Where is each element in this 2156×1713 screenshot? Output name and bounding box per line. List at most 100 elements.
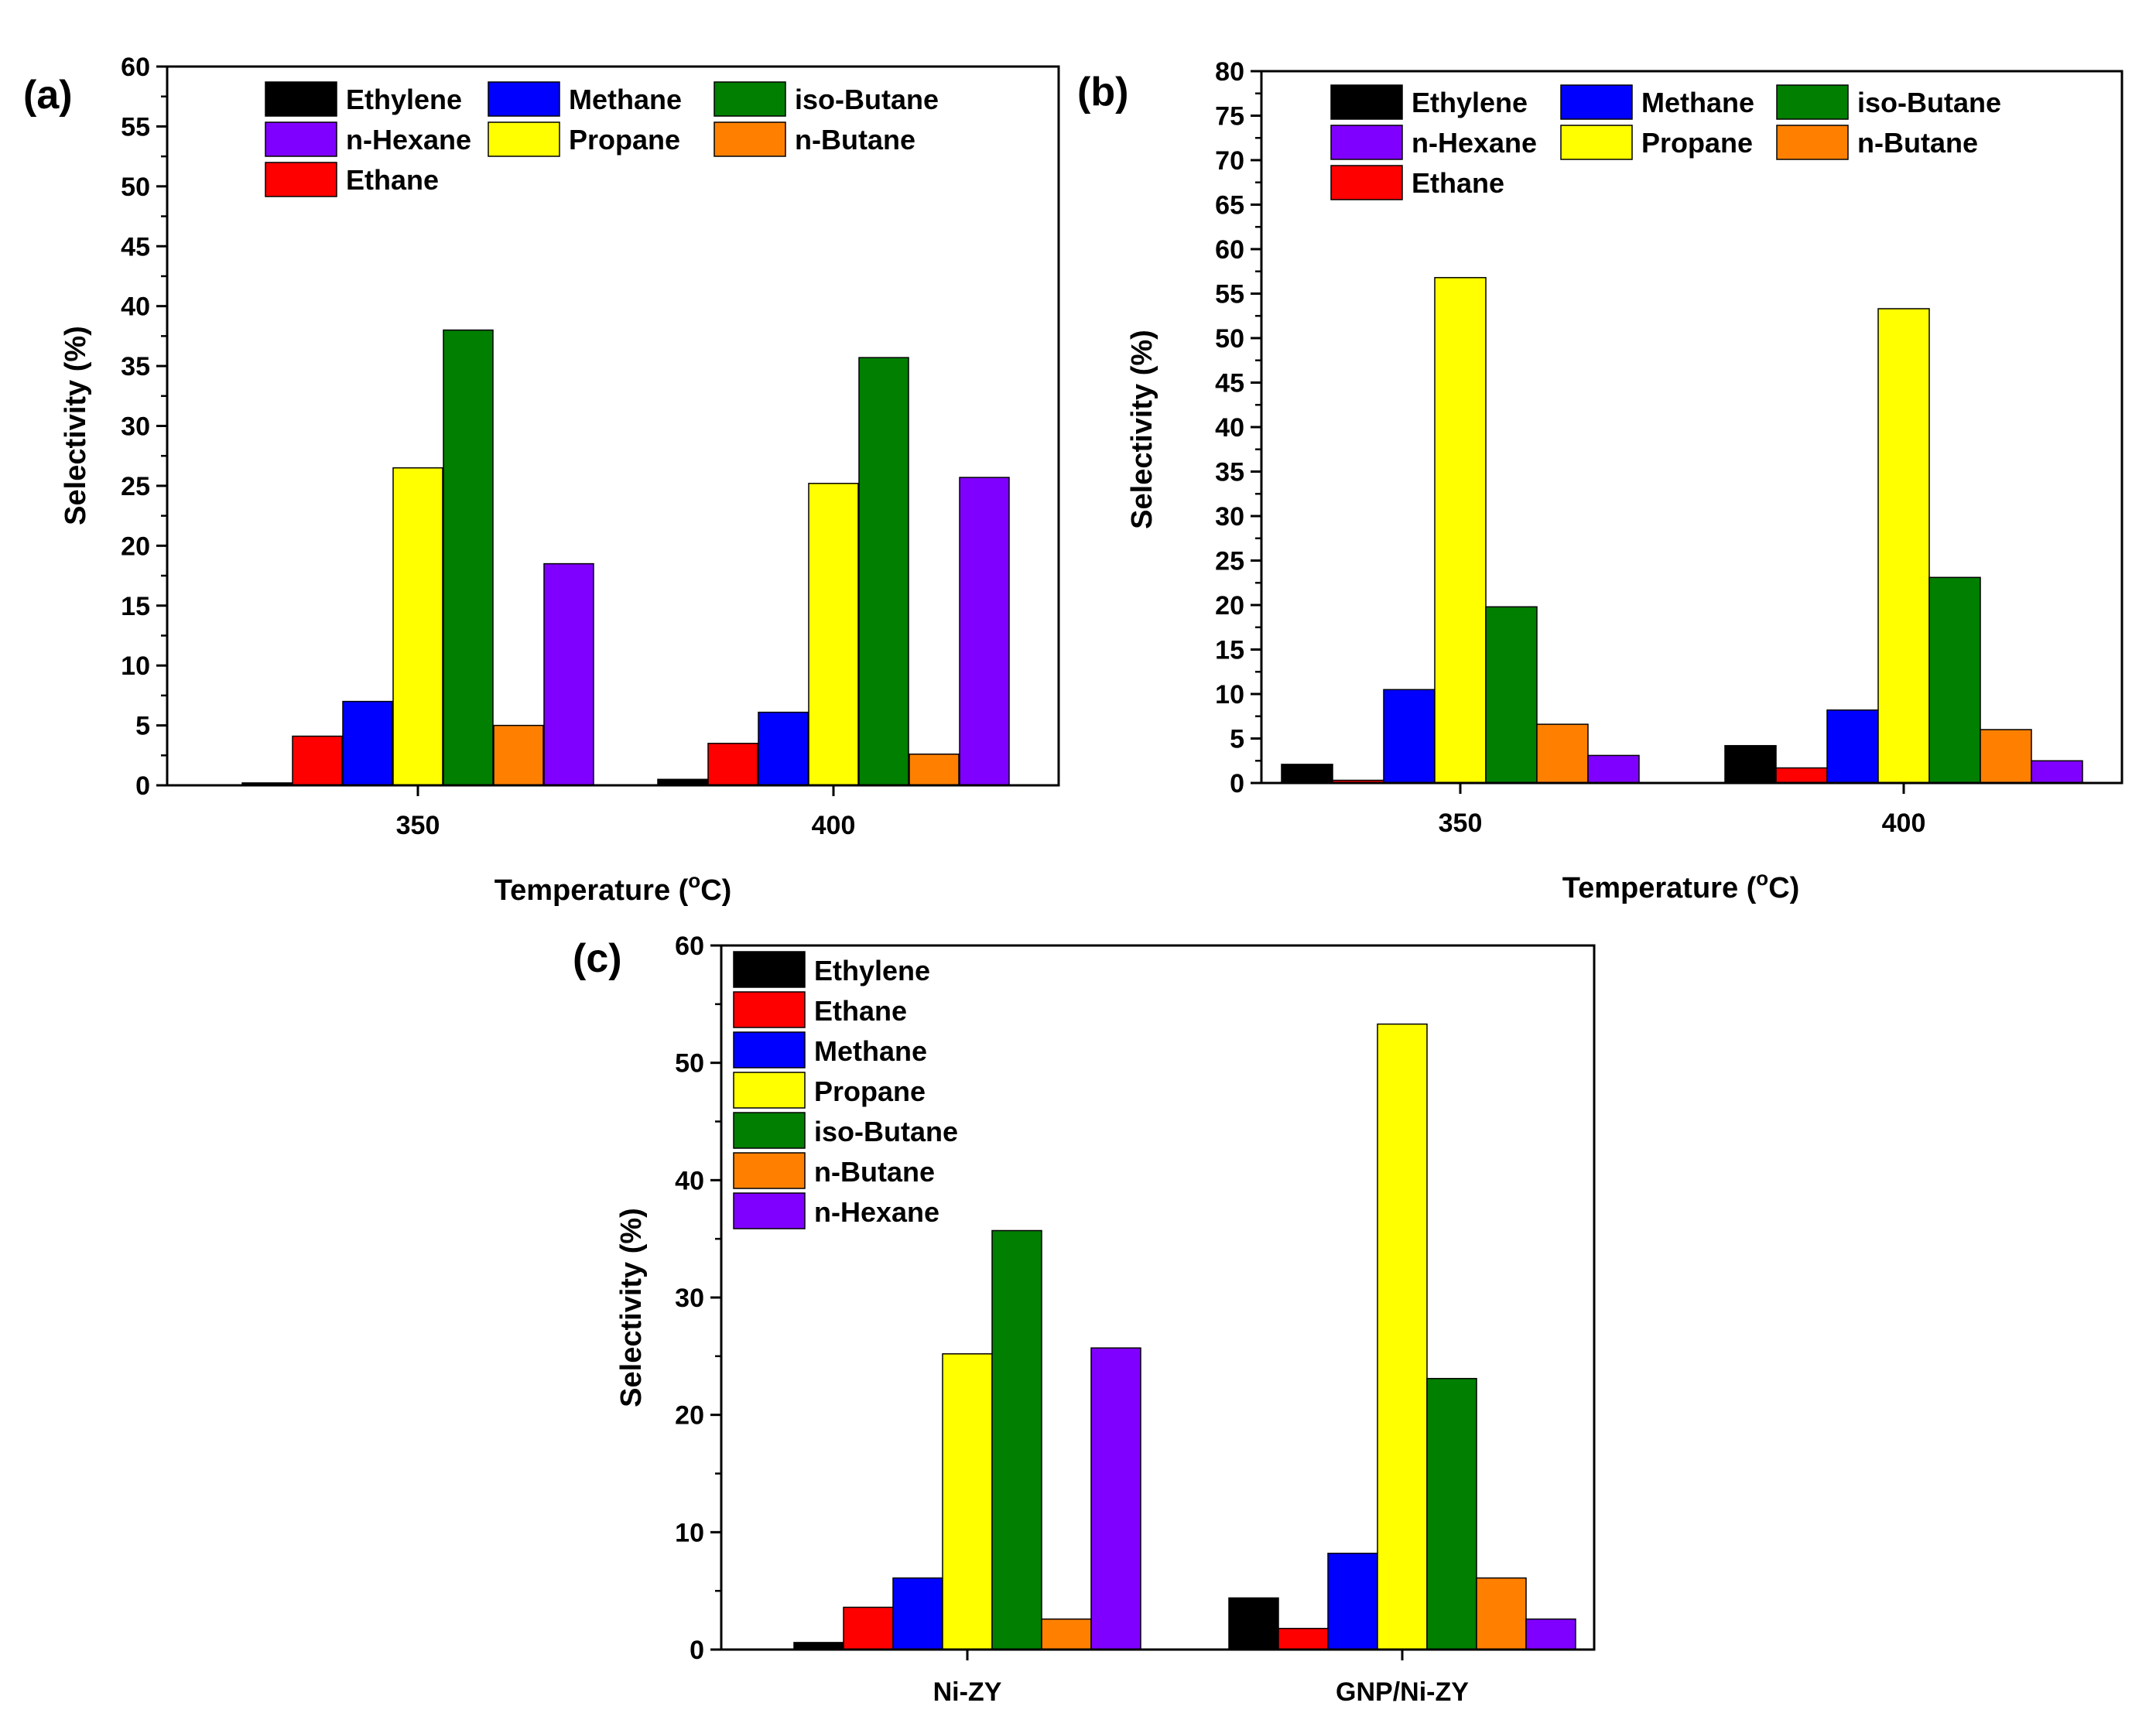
y-axis-title: Selectivity (%) — [615, 1208, 648, 1407]
bar-methane-400 — [758, 711, 809, 786]
y-tick-label: 5 — [1230, 725, 1244, 754]
panel-label: (b) — [1077, 70, 1128, 115]
y-tick-label: 60 — [1215, 235, 1244, 265]
legend-label-n-hexane: n-Hexane — [346, 124, 471, 156]
y-tick-label: 80 — [1215, 57, 1244, 87]
y-tick-label: 50 — [1215, 324, 1244, 354]
legend-swatch-methane — [488, 81, 560, 117]
y-axis-title: Selectivity (%) — [1126, 330, 1158, 529]
bar-n-hexane-400 — [2031, 760, 2083, 784]
y-axis-title: Selectivity (%) — [60, 326, 92, 525]
legend-label-ethylene: Ethylene — [814, 955, 930, 986]
legend-swatch-ethane — [1330, 165, 1403, 200]
y-tick-label: 10 — [1215, 680, 1244, 709]
x-axis-title-main: Temperature ( — [495, 874, 689, 907]
x-tick-label: GNP/Ni-ZY — [1336, 1677, 1469, 1707]
bar-ethane-400 — [1775, 767, 1828, 784]
bar-ethane-gnp-ni-zy — [1278, 1627, 1329, 1650]
bar-methane-gnp-ni-zy — [1327, 1552, 1378, 1650]
legend-swatch-n-hexane — [1330, 125, 1403, 160]
legend-label-methane: Methane — [569, 84, 682, 115]
chart-panel-a: 0 5 10 15 20 25 30 35 40 45 50 55 60 350 400 Selectivit… — [23, 53, 1060, 907]
legend-swatch-n-butane — [1776, 125, 1849, 160]
legend-swatch-n-hexane — [733, 1192, 806, 1229]
y-tick-label: 45 — [121, 232, 150, 262]
legend-swatch-propane — [1560, 125, 1633, 160]
x-axis-title-unit: C) — [700, 874, 731, 907]
y-tick-label: 0 — [1230, 769, 1244, 798]
legend-swatch-methane — [1560, 84, 1633, 120]
legend-label-methane: Methane — [814, 1035, 927, 1067]
legend-swatch-propane — [488, 121, 560, 157]
bar-ethane-ni-zy — [843, 1606, 894, 1650]
y-tick-label: 15 — [121, 592, 150, 621]
y-tick-label: 35 — [121, 352, 150, 381]
bar-propane-gnp-ni-zy — [1377, 1023, 1428, 1650]
panel-label: (a) — [23, 73, 73, 118]
legend-label-n-butane: n-Butane — [1857, 127, 1978, 159]
legend-swatch-n-hexane — [265, 121, 337, 157]
legend-swatch-ethylene — [1330, 84, 1403, 120]
y-tick-label: 10 — [675, 1518, 704, 1547]
legend-swatch-iso-butane — [733, 1112, 806, 1149]
legend: Ethylene Ethane Methane Propane iso-Butane n-… — [733, 951, 958, 1229]
legend-label-iso-butane: iso-Butane — [795, 84, 939, 115]
y-tick-label: 35 — [1215, 458, 1244, 487]
y-tick-label: 30 — [675, 1284, 704, 1313]
legend-label-propane: Propane — [569, 124, 680, 156]
y-tick-label: 65 — [1215, 191, 1244, 221]
bar-n-hexane-350 — [543, 562, 594, 786]
y-tick-label: 60 — [121, 53, 150, 82]
bar-propane-400 — [1877, 308, 1930, 784]
chart-panel-c: 0 10 20 30 40 50 60 Ni-ZY GNP/Ni-ZY Selectivity (… — [573, 932, 1596, 1707]
bar-n-butane-350 — [493, 724, 544, 786]
bar-n-hexane-ni-zy — [1090, 1347, 1141, 1650]
y-tick-label: 40 — [121, 292, 150, 322]
bar-propane-350 — [392, 467, 443, 786]
bar-propane-400 — [808, 483, 859, 786]
bar-methane-350 — [342, 700, 393, 786]
x-axis-title-degree: o — [1756, 867, 1768, 890]
bar-iso-butane-400 — [1928, 576, 1981, 784]
bar-ethylene-gnp-ni-zy — [1228, 1597, 1279, 1650]
y-tick-label: 70 — [1215, 146, 1244, 176]
y-tick-label: 10 — [121, 651, 150, 681]
chart-panel-b: 0 5 10 15 20 25 30 35 40 45 50 55 60 65 70 75 80 350 400 Se… — [1077, 57, 2123, 904]
legend-label-n-hexane: n-Hexane — [1412, 127, 1537, 159]
bar-iso-butane-gnp-ni-zy — [1426, 1377, 1477, 1650]
legend-label-ethylene: Ethylene — [346, 84, 462, 115]
legend-label-ethane: Ethane — [346, 164, 439, 196]
bar-methane-400 — [1826, 709, 1879, 784]
bar-n-hexane-350 — [1587, 754, 1640, 784]
legend-swatch-ethylene — [265, 81, 337, 117]
legend-swatch-methane — [733, 1031, 806, 1068]
y-tick-label: 45 — [1215, 369, 1244, 398]
bar-ethylene-350 — [1281, 764, 1333, 784]
y-tick-label: 20 — [675, 1401, 704, 1431]
y-tick-label: 25 — [1215, 547, 1244, 576]
bar-n-butane-400 — [1980, 729, 2032, 784]
legend-swatch-ethane — [265, 162, 337, 197]
y-tick-label: 75 — [1215, 102, 1244, 132]
legend-swatch-ethylene — [733, 951, 806, 988]
y-tick-label: 55 — [121, 112, 150, 142]
x-tick-label: 400 — [1882, 809, 1926, 838]
x-axis-title: Temperature (oC) — [495, 869, 732, 907]
legend-swatch-propane — [733, 1072, 806, 1109]
bar-iso-butane-350 — [443, 329, 494, 786]
bar-propane-ni-zy — [942, 1353, 993, 1650]
legend-label-ethane: Ethane — [814, 995, 907, 1027]
x-axis-title: Temperature (oC) — [1562, 867, 1800, 904]
bar-n-butane-ni-zy — [1041, 1618, 1092, 1650]
bar-iso-butane-ni-zy — [991, 1229, 1042, 1650]
bar-ethane-400 — [707, 743, 758, 786]
legend-label-n-butane: n-Butane — [795, 124, 915, 156]
legend-swatch-iso-butane — [1776, 84, 1849, 120]
y-tick-label: 30 — [121, 412, 150, 442]
y-tick-label: 20 — [121, 532, 150, 561]
legend-label-iso-butane: iso-Butane — [1857, 87, 2001, 118]
bar-n-hexane-gnp-ni-zy — [1525, 1618, 1576, 1650]
legend-label-ethylene: Ethylene — [1412, 87, 1528, 118]
bar-n-butane-400 — [909, 753, 960, 786]
